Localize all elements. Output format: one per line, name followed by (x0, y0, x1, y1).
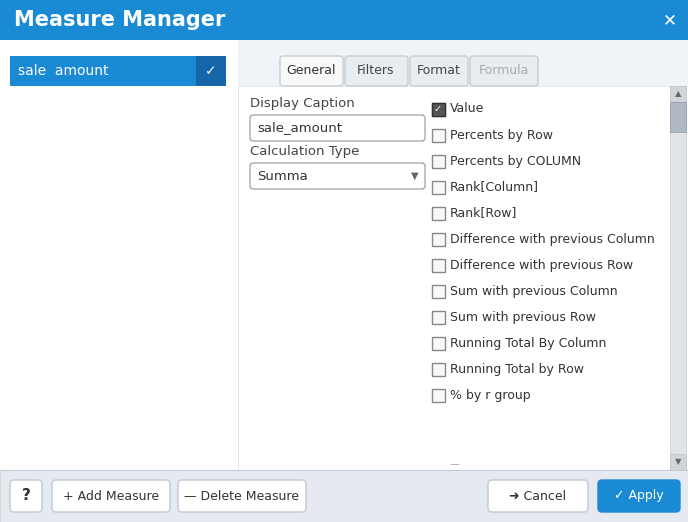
Text: Difference with previous Row: Difference with previous Row (450, 258, 633, 271)
Text: ▼: ▼ (675, 457, 681, 467)
Bar (432, 311, 445, 324)
Bar (0, 40, 238, 470)
Text: ➜ Cancel: ➜ Cancel (509, 490, 566, 503)
FancyBboxPatch shape (488, 480, 588, 512)
Text: Rank[Row]: Rank[Row] (450, 207, 517, 219)
Text: Calculation Type: Calculation Type (250, 146, 359, 159)
Bar (432, 103, 445, 116)
Bar (670, 86, 686, 102)
Text: Display Caption: Display Caption (250, 97, 355, 110)
Bar (432, 207, 445, 220)
FancyBboxPatch shape (250, 115, 425, 141)
FancyBboxPatch shape (598, 480, 680, 512)
Bar (0, 40, 688, 470)
Text: Sum with previous Row: Sum with previous Row (450, 311, 596, 324)
Bar (196, 56, 226, 86)
Bar (432, 259, 445, 272)
FancyBboxPatch shape (410, 56, 468, 86)
FancyBboxPatch shape (345, 56, 408, 86)
Text: Running Total By Column: Running Total By Column (450, 337, 606, 350)
Text: General: General (286, 65, 336, 77)
Bar (432, 103, 445, 116)
Text: ▼: ▼ (411, 171, 419, 181)
Text: — Delete Measure: — Delete Measure (184, 490, 299, 503)
Text: Sum with previous Column: Sum with previous Column (450, 284, 618, 298)
FancyBboxPatch shape (52, 480, 170, 512)
Text: Percents by COLUMN: Percents by COLUMN (450, 155, 581, 168)
Bar (238, 86, 688, 470)
Bar (432, 129, 445, 142)
FancyBboxPatch shape (250, 163, 425, 189)
Text: Formula: Formula (479, 65, 529, 77)
Bar (670, 86, 686, 470)
Bar (432, 285, 445, 298)
Text: % by r group: % by r group (450, 388, 530, 401)
FancyBboxPatch shape (470, 56, 538, 86)
Text: Rank[Column]: Rank[Column] (450, 181, 539, 194)
Text: ▲: ▲ (675, 89, 681, 99)
FancyBboxPatch shape (280, 56, 343, 86)
Bar (432, 337, 445, 350)
Text: Value: Value (450, 102, 484, 115)
Text: ?: ? (21, 489, 30, 504)
Bar (10, 56, 206, 86)
Bar (432, 389, 445, 402)
Text: ✓: ✓ (205, 64, 217, 78)
Bar (0, 470, 688, 522)
Bar (670, 454, 686, 470)
FancyBboxPatch shape (10, 480, 42, 512)
Text: Format: Format (417, 65, 461, 77)
Text: Difference with previous Column: Difference with previous Column (450, 232, 655, 245)
Bar (0, 470, 688, 471)
Text: Summa: Summa (257, 170, 308, 183)
Bar (0, 0, 688, 40)
Text: sale_amount: sale_amount (257, 122, 342, 135)
Text: + Add Measure: + Add Measure (63, 490, 159, 503)
Text: ✕: ✕ (663, 11, 677, 29)
Text: Measure Manager: Measure Manager (14, 10, 226, 30)
Bar (432, 181, 445, 194)
Bar (432, 233, 445, 246)
Text: ✓ Apply: ✓ Apply (614, 490, 664, 503)
Text: Filters: Filters (357, 65, 395, 77)
Text: —: — (450, 459, 460, 469)
Text: Percents by Row: Percents by Row (450, 128, 553, 141)
Text: sale  amount: sale amount (18, 64, 109, 78)
FancyBboxPatch shape (178, 480, 306, 512)
Text: ✓: ✓ (434, 104, 442, 114)
Bar (670, 102, 686, 132)
Text: Running Total by Row: Running Total by Row (450, 362, 584, 375)
Bar (432, 155, 445, 168)
Bar (432, 363, 445, 376)
